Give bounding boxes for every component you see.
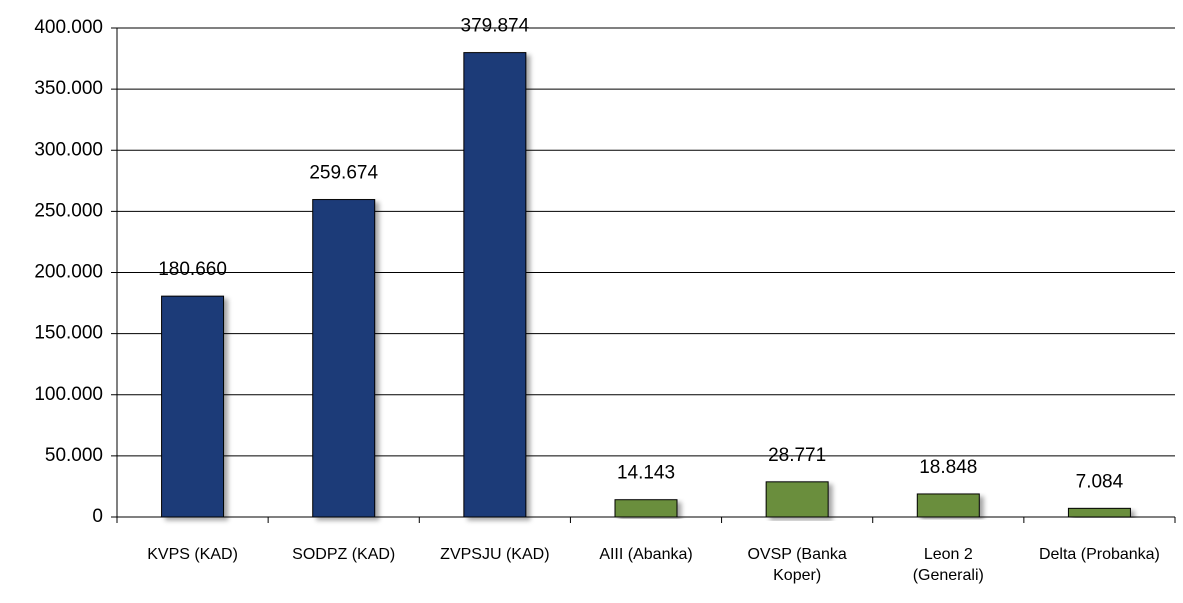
bar: [312, 199, 376, 518]
data-label: 259.674: [309, 163, 378, 184]
y-tick-label: 50.000: [45, 445, 103, 466]
bar: [1067, 507, 1131, 518]
bar: [161, 295, 225, 518]
data-label: 7.084: [1076, 471, 1124, 492]
data-label: 18.848: [919, 457, 977, 478]
y-tick-label: 200.000: [34, 262, 103, 283]
x-tick-label: OVSP (Banka Koper): [747, 546, 847, 584]
x-tick-label: SODPZ (KAD): [292, 546, 396, 563]
data-label: 28.771: [768, 445, 826, 466]
y-tick-label: 400.000: [34, 17, 103, 38]
x-tick-label: Delta (Probanka): [1038, 546, 1160, 563]
y-tick-label: 300.000: [34, 139, 103, 160]
y-tick-label: 150.000: [34, 323, 103, 344]
x-tick-label: Leon 2 (Generali): [912, 546, 984, 584]
data-label: 14.143: [617, 463, 675, 484]
y-tick-label: 250.000: [34, 200, 103, 221]
bar: [916, 493, 980, 518]
bar: [765, 481, 829, 518]
x-tick-label: ZVPSJU (KAD): [440, 546, 550, 563]
x-tick-label: AIII (Abanka): [599, 546, 693, 563]
y-tick-label: 350.000: [34, 78, 103, 99]
y-tick-label: 100.000: [34, 384, 103, 405]
x-tick-label: KVPS (KAD): [147, 546, 238, 563]
bar: [614, 499, 678, 518]
data-label: 180.660: [158, 259, 227, 280]
data-label: 379.874: [461, 16, 530, 37]
bar: [463, 52, 527, 518]
y-tick-label: 0: [92, 506, 103, 527]
